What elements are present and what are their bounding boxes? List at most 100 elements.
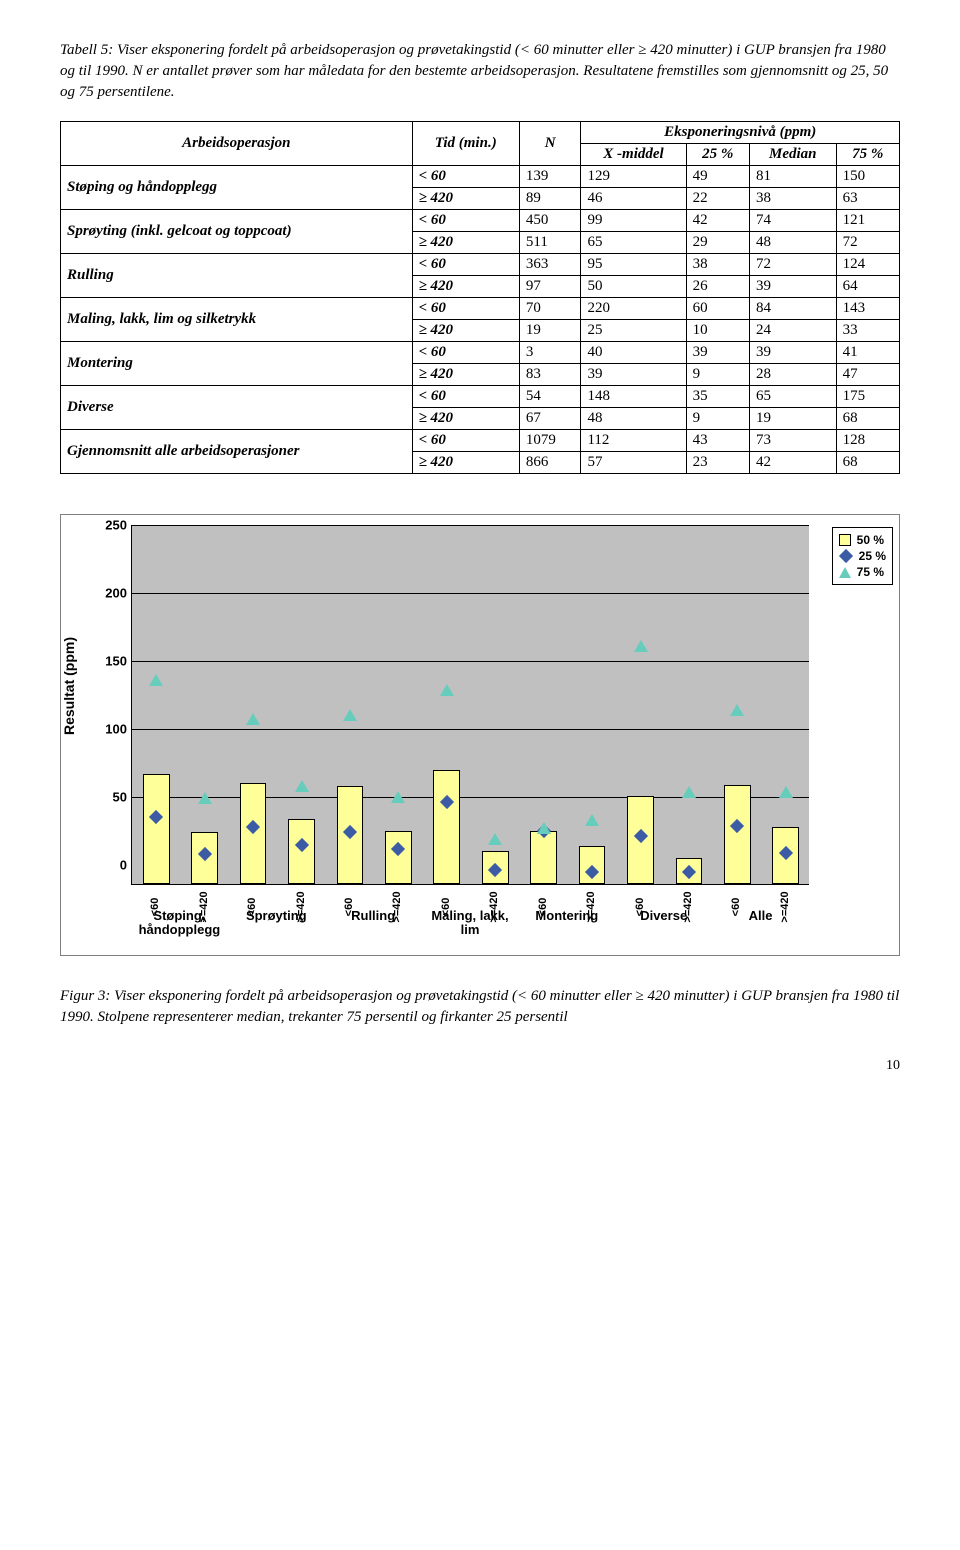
col-med: Median — [749, 144, 836, 166]
table-cell: 65 — [581, 232, 686, 254]
y-axis-label: Resultat (ppm) — [61, 637, 77, 735]
col-exp: Eksponeringsnivå (ppm) — [581, 122, 900, 144]
chart-bar — [143, 774, 170, 884]
exposure-chart: Resultat (ppm) 50 %25 %75 % 050100150200… — [60, 514, 900, 956]
table-cell: 49 — [686, 166, 749, 188]
group-label: Rulling — [325, 909, 422, 923]
table-cell: ≥ 420 — [412, 452, 519, 474]
triangle-marker — [440, 684, 454, 696]
legend-row: 75 % — [839, 565, 886, 579]
table-cell: < 60 — [412, 210, 519, 232]
table-cell: 112 — [581, 430, 686, 452]
table-cell: 42 — [749, 452, 836, 474]
table-cell: 64 — [836, 276, 899, 298]
table-cell: 450 — [519, 210, 581, 232]
table-cell: < 60 — [412, 254, 519, 276]
table-cell: 39 — [749, 276, 836, 298]
operation-cell: Sprøyting (inkl. gelcoat og toppcoat) — [61, 210, 413, 254]
col-25: 25 % — [686, 144, 749, 166]
table-cell: 39 — [749, 342, 836, 364]
table-cell: 150 — [836, 166, 899, 188]
triangle-marker — [634, 640, 648, 652]
table-cell: 22 — [686, 188, 749, 210]
table-cell: 99 — [581, 210, 686, 232]
operation-cell: Diverse — [61, 386, 413, 430]
table-cell: 48 — [581, 408, 686, 430]
triangle-marker — [391, 791, 405, 803]
table-cell: 41 — [836, 342, 899, 364]
table-caption: Tabell 5: Viser eksponering fordelt på a… — [60, 40, 900, 103]
group-label: Støping, håndopplegg — [131, 909, 228, 938]
group-label: Montering — [518, 909, 615, 923]
triangle-marker — [730, 704, 744, 716]
col-75: 75 % — [836, 144, 899, 166]
col-xmid: X -middel — [581, 144, 686, 166]
operation-cell: Rulling — [61, 254, 413, 298]
y-tick-label: 100 — [101, 722, 127, 737]
table-cell: 220 — [581, 298, 686, 320]
table-cell: 83 — [519, 364, 581, 386]
table-cell: 38 — [749, 188, 836, 210]
triangle-marker — [682, 786, 696, 798]
figure-caption: Figur 3: Viser eksponering fordelt på ar… — [60, 986, 900, 1028]
table-cell: 46 — [581, 188, 686, 210]
table-cell: 175 — [836, 386, 899, 408]
table-cell: 19 — [749, 408, 836, 430]
table-cell: 121 — [836, 210, 899, 232]
legend-row: 50 % — [839, 533, 886, 547]
col-tid: Tid (min.) — [412, 122, 519, 166]
operation-cell: Støping og håndopplegg — [61, 166, 413, 210]
table-cell: < 60 — [412, 386, 519, 408]
triangle-marker — [779, 786, 793, 798]
table-cell: ≥ 420 — [412, 408, 519, 430]
table-cell: 129 — [581, 166, 686, 188]
triangle-marker — [585, 814, 599, 826]
table-cell: 363 — [519, 254, 581, 276]
table-cell: 143 — [836, 298, 899, 320]
chart-legend: 50 %25 %75 % — [832, 527, 893, 585]
table-cell: < 60 — [412, 430, 519, 452]
table-cell: 128 — [836, 430, 899, 452]
table-cell: 26 — [686, 276, 749, 298]
table-cell: 1079 — [519, 430, 581, 452]
table-cell: 25 — [581, 320, 686, 342]
col-op: Arbeidsoperasjon — [61, 122, 413, 166]
table-cell: 47 — [836, 364, 899, 386]
table-cell: ≥ 420 — [412, 364, 519, 386]
table-cell: 60 — [686, 298, 749, 320]
y-tick-label: 250 — [101, 518, 127, 533]
triangle-marker — [246, 713, 260, 725]
table-cell: 97 — [519, 276, 581, 298]
table-cell: < 60 — [412, 298, 519, 320]
table-cell: 84 — [749, 298, 836, 320]
table-cell: 67 — [519, 408, 581, 430]
table-cell: 3 — [519, 342, 581, 364]
table-cell: ≥ 420 — [412, 276, 519, 298]
table-cell: 38 — [686, 254, 749, 276]
table-cell: 65 — [749, 386, 836, 408]
operation-cell: Montering — [61, 342, 413, 386]
table-cell: 48 — [749, 232, 836, 254]
table-cell: 72 — [749, 254, 836, 276]
table-cell: 9 — [686, 408, 749, 430]
y-tick-label: 200 — [101, 586, 127, 601]
table-cell: 39 — [686, 342, 749, 364]
table-cell: ≥ 420 — [412, 188, 519, 210]
chart-bar — [385, 831, 412, 884]
table-cell: 50 — [581, 276, 686, 298]
table-cell: 68 — [836, 452, 899, 474]
triangle-marker — [537, 822, 551, 834]
table-cell: 23 — [686, 452, 749, 474]
group-label: Diverse — [615, 909, 712, 923]
table-cell: 10 — [686, 320, 749, 342]
table-cell: 42 — [686, 210, 749, 232]
triangle-marker — [488, 833, 502, 845]
table-cell: < 60 — [412, 166, 519, 188]
table-cell: 39 — [581, 364, 686, 386]
table-cell: 70 — [519, 298, 581, 320]
y-tick-label: 0 — [101, 858, 127, 873]
triangle-marker — [295, 780, 309, 792]
table-cell: 57 — [581, 452, 686, 474]
chart-bar — [530, 831, 557, 884]
table-cell: 73 — [749, 430, 836, 452]
